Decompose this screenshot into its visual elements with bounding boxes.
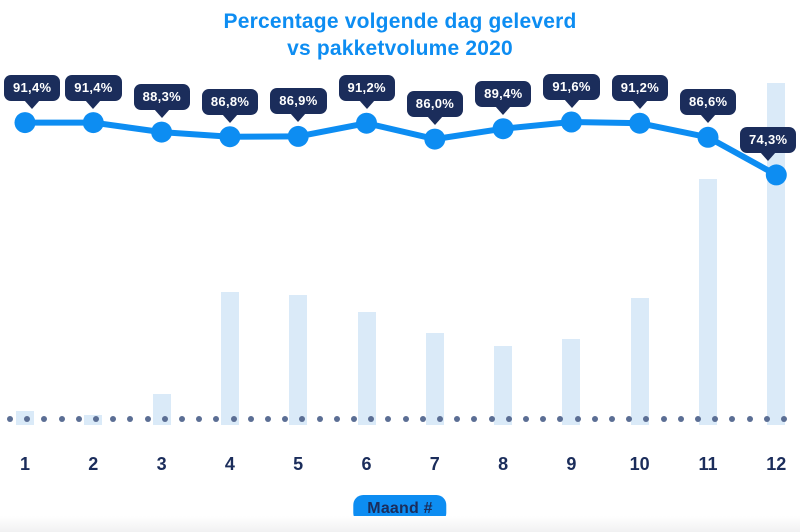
baseline-dot — [299, 416, 306, 422]
baseline-dot — [746, 416, 753, 422]
baseline-dot — [385, 416, 392, 422]
data-point-marker — [287, 125, 309, 147]
baseline-dot — [41, 416, 48, 422]
data-point-marker — [424, 128, 446, 150]
month-tick-label: 9 — [566, 454, 577, 474]
value-badge: 91,4% — [4, 74, 61, 101]
month-tick-label: 5 — [293, 454, 304, 474]
data-point-marker — [697, 126, 719, 148]
baseline-dot — [437, 416, 443, 422]
baseline-dot — [643, 416, 650, 422]
baseline-dot — [316, 416, 323, 422]
month-tick-label: 12 — [766, 454, 787, 474]
month-tick-label: 11 — [698, 454, 718, 474]
value-badge: 86,0% — [406, 91, 464, 118]
baseline-dot — [626, 416, 633, 422]
volume-bar — [699, 179, 717, 425]
baseline-dot — [781, 416, 787, 422]
data-point-marker — [82, 112, 104, 134]
baseline-dot — [488, 416, 495, 422]
chart-title-line2: vs pakketvolume 2020 — [287, 37, 513, 60]
data-point-marker — [560, 111, 582, 133]
value-badge: 86,9% — [270, 88, 327, 115]
percentage-line — [22, 119, 780, 178]
month-tick-label: 2 — [88, 454, 99, 474]
data-point-marker — [219, 126, 241, 148]
month-tick-label: 7 — [429, 454, 440, 474]
baseline-dot — [540, 416, 547, 422]
baseline-dot — [695, 416, 701, 422]
baseline-dot — [471, 416, 478, 422]
baseline-dot — [609, 416, 615, 422]
baseline-dot — [419, 416, 426, 422]
data-point-marker — [14, 112, 36, 134]
month-tick-label: 1 — [19, 454, 30, 474]
value-badge: 89,4% — [475, 80, 532, 107]
value-badge: 91,4% — [65, 74, 122, 101]
value-badge: 74,3% — [740, 126, 797, 153]
baseline-dot — [161, 416, 168, 422]
month-tick-label: 8 — [498, 454, 509, 474]
volume-bar — [562, 339, 581, 425]
chart-title: Percentage volgende dag geleverd vs pakk… — [0, 8, 800, 62]
month-tick-label: 10 — [629, 454, 650, 474]
baseline-dot — [677, 416, 684, 422]
baseline-dot — [58, 416, 65, 422]
baseline-dot — [110, 416, 117, 422]
data-point-marker — [356, 112, 377, 134]
baseline-dot — [144, 416, 151, 422]
baseline-dot — [93, 416, 99, 422]
baseline-dot — [368, 416, 375, 422]
baseline-dot — [196, 416, 203, 422]
value-badge: 91,2% — [338, 75, 395, 102]
month-tick-label: 6 — [361, 454, 372, 474]
baseline-dot — [557, 416, 564, 422]
baseline-dot — [230, 416, 237, 422]
bottom-edge-strip — [0, 516, 800, 532]
value-badge: 86,8% — [201, 88, 259, 115]
baseline-dot — [505, 416, 512, 422]
baseline-dot — [333, 416, 340, 422]
baseline-dot — [763, 416, 770, 422]
data-point-marker — [629, 112, 651, 134]
data-point-marker — [492, 118, 514, 140]
baseline-dot — [127, 416, 134, 422]
baseline-dot — [591, 416, 598, 422]
baseline-dot — [729, 416, 736, 422]
baseline-dot — [454, 416, 461, 422]
baseline-dot — [351, 416, 357, 422]
baseline-dot — [660, 416, 667, 422]
baseline-dot — [712, 416, 719, 422]
volume-bar — [630, 298, 649, 425]
baseline-dot — [179, 416, 185, 422]
data-point-marker — [151, 121, 173, 143]
value-badge: 91,6% — [543, 74, 600, 100]
value-badge: 86,6% — [680, 89, 737, 116]
volume-bar — [220, 292, 239, 425]
volume-bar — [357, 312, 376, 425]
baseline-dot — [265, 416, 271, 422]
volume-bar — [425, 333, 444, 425]
value-badge: 91,2% — [611, 75, 669, 102]
month-tick-label: 4 — [224, 454, 235, 474]
baseline-dot — [402, 416, 409, 422]
baseline-dot — [75, 416, 82, 422]
volume-bar — [494, 346, 513, 425]
volume-bar — [289, 295, 308, 425]
baseline-dot — [213, 416, 220, 422]
month-tick-label: 3 — [156, 454, 167, 474]
baseline-dot — [523, 416, 529, 422]
baseline-dot — [24, 416, 31, 422]
baseline-dot — [247, 416, 254, 422]
value-badge: 88,3% — [133, 84, 190, 111]
chart-title-line1: Percentage volgende dag geleverd — [223, 10, 577, 33]
baseline-dot — [282, 416, 289, 422]
baseline-dot — [574, 416, 581, 422]
baseline-dot — [7, 416, 13, 422]
